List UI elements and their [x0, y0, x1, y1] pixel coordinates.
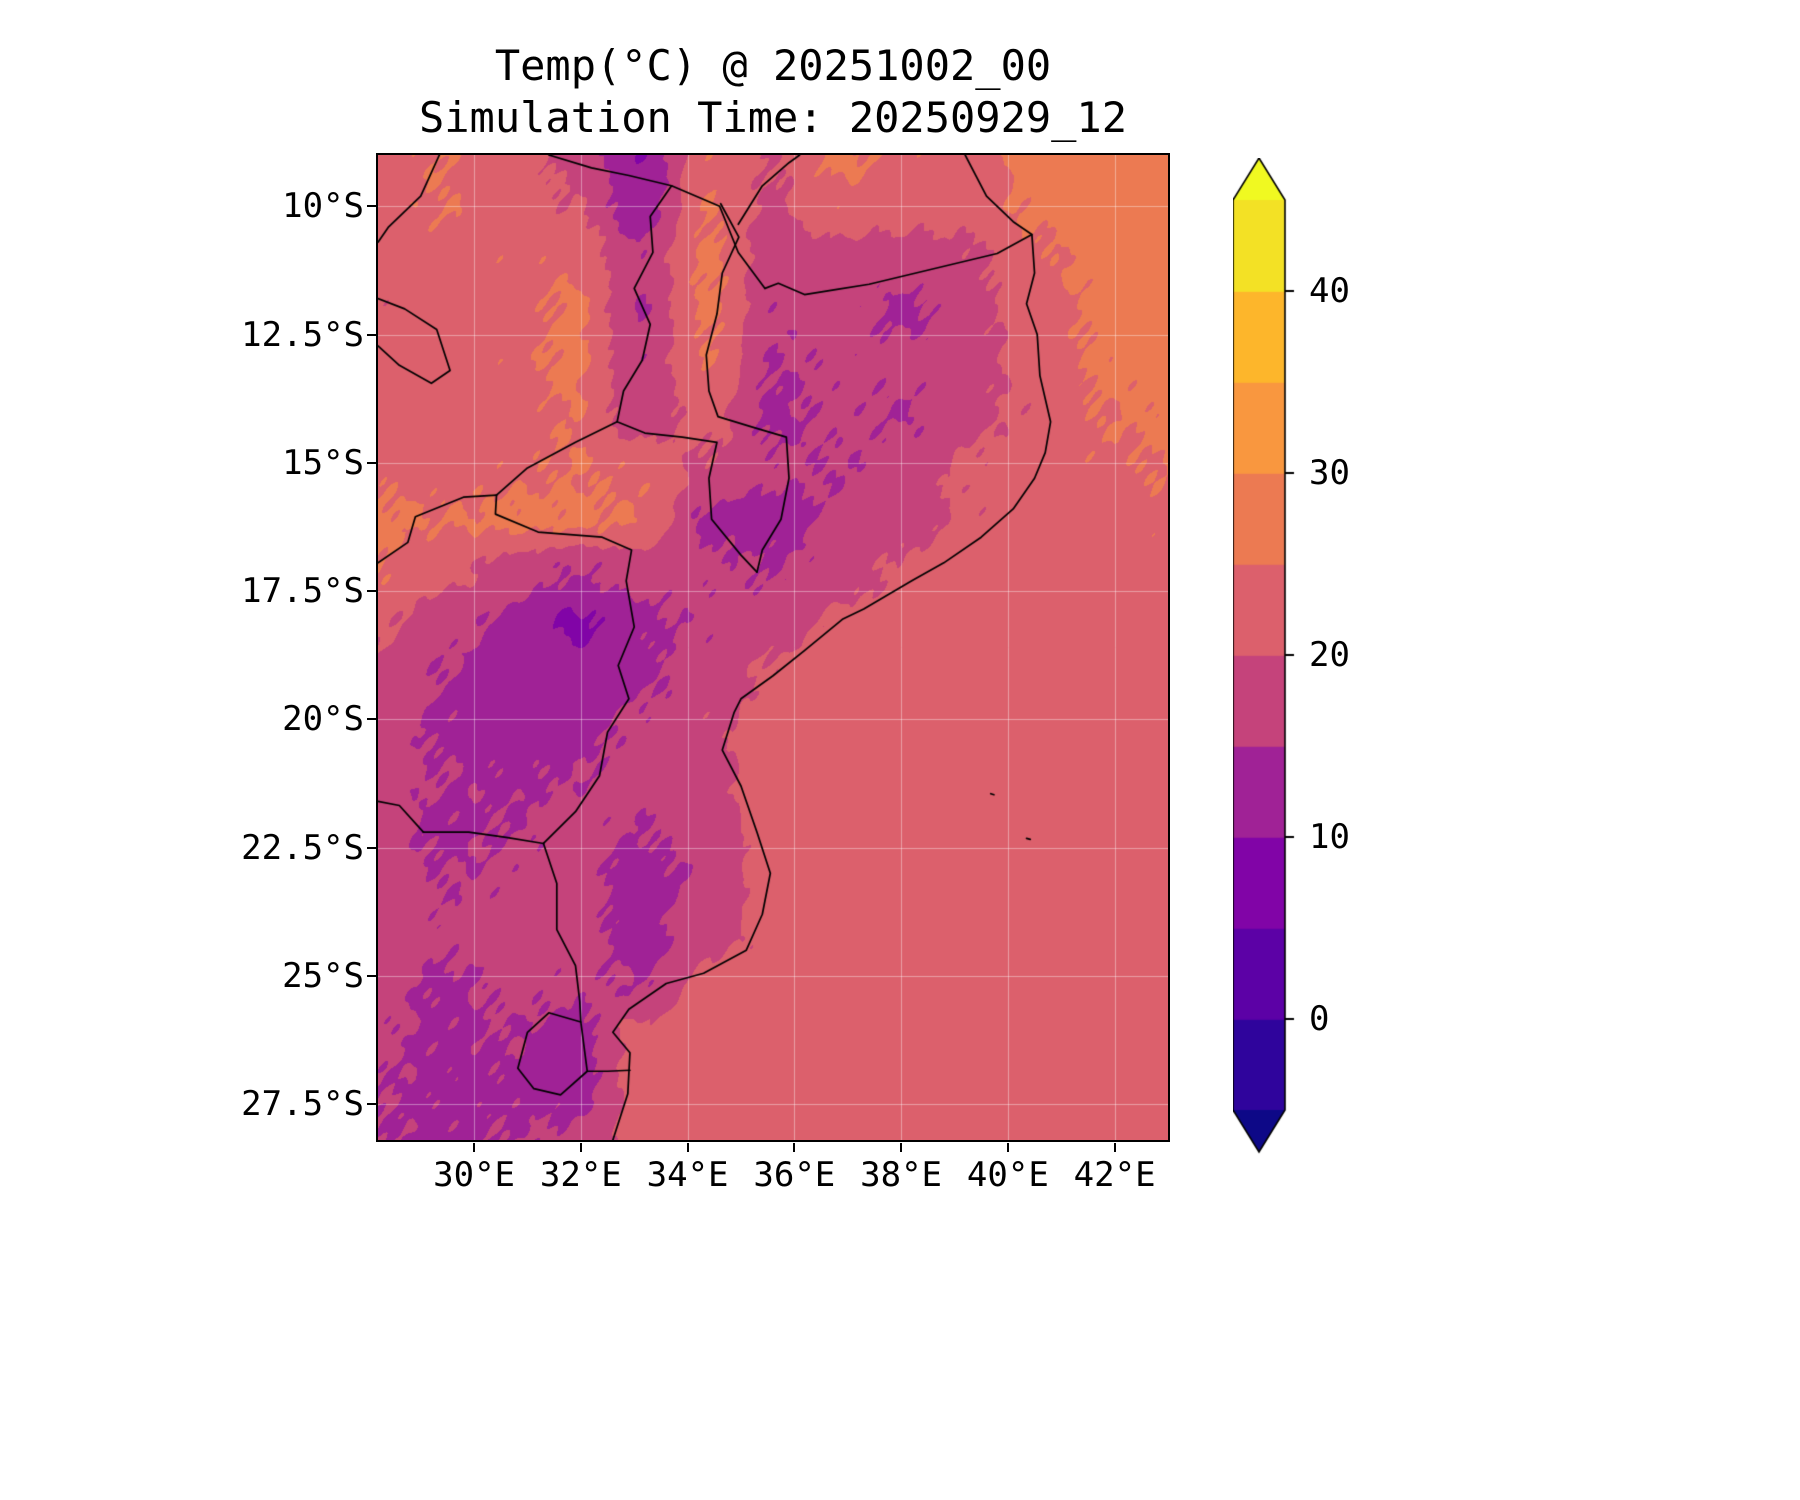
colorbar-tick-label: 20 [1309, 635, 1350, 675]
y-tick-mark [367, 461, 376, 464]
x-tick-label: 34°E [646, 1155, 729, 1195]
y-tick-mark [367, 846, 376, 849]
x-tick-mark [900, 1143, 903, 1152]
x-tick-label: 42°E [1073, 1155, 1156, 1195]
y-tick-mark [367, 333, 376, 336]
x-tick-mark [1006, 1143, 1009, 1152]
y-tick-mark [367, 590, 376, 593]
colorbar-tick-label: 0 [1309, 999, 1330, 1039]
y-tick-label: 10°S [282, 186, 364, 227]
x-tick-mark [793, 1143, 796, 1152]
y-tick-label: 17.5°S [241, 571, 364, 612]
plot-title: Temp(°C) @ 20251002_00 Simulation Time: … [378, 40, 1168, 144]
x-tick-mark [579, 1143, 582, 1152]
x-tick-mark [686, 1143, 689, 1152]
y-tick-label: 15°S [282, 442, 364, 483]
y-tick-label: 25°S [282, 955, 364, 996]
x-tick-label: 32°E [539, 1155, 622, 1195]
y-tick-label: 27.5°S [241, 1084, 364, 1125]
x-tick-mark [473, 1143, 476, 1152]
x-tick-label: 40°E [966, 1155, 1049, 1195]
colorbar-tick-label: 30 [1309, 453, 1350, 493]
x-tick-label: 30°E [433, 1155, 516, 1195]
colorbar [1233, 158, 1303, 1158]
map-frame [376, 153, 1170, 1142]
y-tick-mark [367, 718, 376, 721]
x-tick-label: 36°E [753, 1155, 836, 1195]
y-tick-label: 22.5°S [241, 827, 364, 868]
y-tick-mark [367, 1103, 376, 1106]
y-tick-label: 20°S [282, 699, 364, 740]
y-tick-mark [367, 974, 376, 977]
y-tick-mark [367, 205, 376, 208]
colorbar-tick-label: 10 [1309, 817, 1350, 857]
y-tick-label: 12.5°S [241, 314, 364, 355]
x-tick-label: 38°E [860, 1155, 943, 1195]
x-tick-mark [1113, 1143, 1116, 1152]
temperature-heatmap [378, 155, 1168, 1140]
plot-title-line2: Simulation Time: 20250929_12 [418, 93, 1127, 142]
plot-title-line1: Temp(°C) @ 20251002_00 [494, 41, 1052, 90]
colorbar-tick-label: 40 [1309, 271, 1350, 311]
